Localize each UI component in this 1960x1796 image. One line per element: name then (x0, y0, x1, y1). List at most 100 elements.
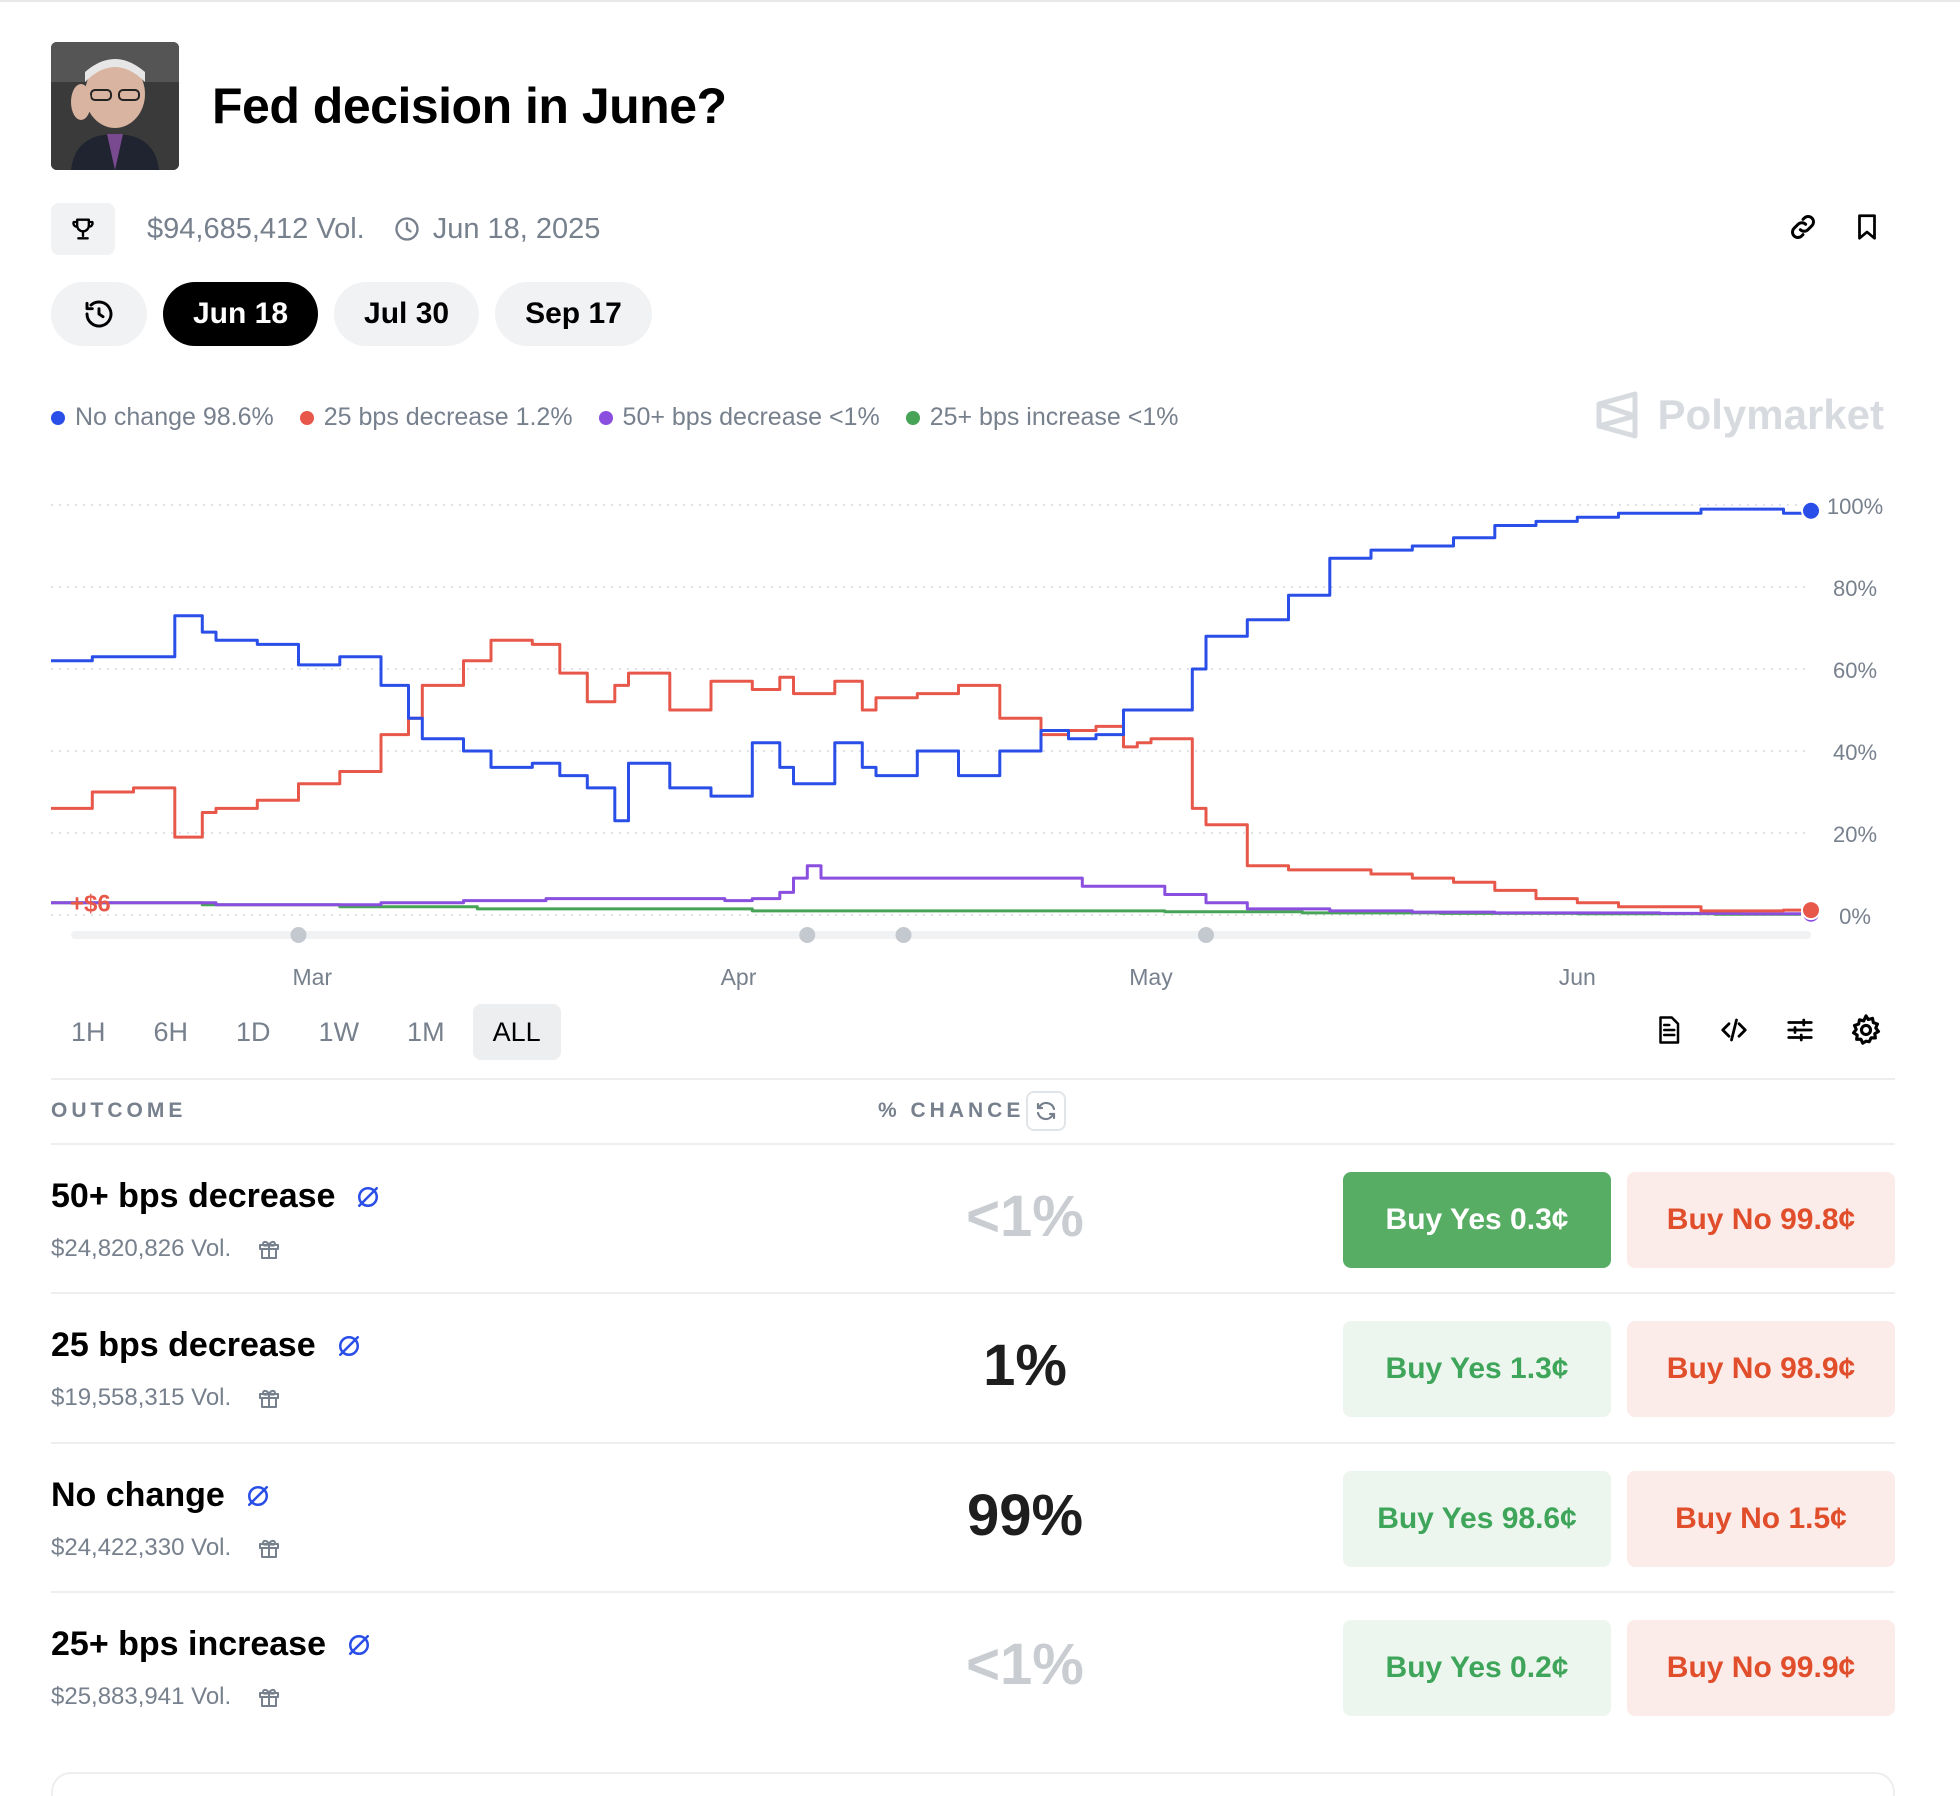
legend-label: 50+ bps decrease <1% (622, 403, 880, 431)
rewards-link-icon[interactable] (344, 1630, 374, 1660)
gift-icon[interactable] (257, 1685, 281, 1709)
buy-no-button[interactable]: Buy No 99.8¢ (1627, 1172, 1895, 1268)
outcome-name-text: No change (51, 1476, 225, 1514)
range-6h[interactable]: 6H (153, 1016, 189, 1047)
buy-yes-button[interactable]: Buy Yes 98.6¢ (1343, 1471, 1611, 1567)
outcome-name-text: 50+ bps decrease (51, 1177, 336, 1215)
chance-column-header: % CHANCE (878, 1099, 1025, 1122)
range-1h[interactable]: 1H (71, 1016, 106, 1047)
timeline-track (71, 931, 1811, 939)
time-range-tabs: 1H 6H 1D 1W 1M ALL (51, 1004, 561, 1060)
series-line (51, 864, 1811, 916)
outcome-row[interactable]: 50+ bps decrease $24,820,826 Vol. <1% Bu… (51, 1145, 1895, 1294)
outcome-column-header: OUTCOME (51, 1099, 187, 1122)
link-icon[interactable] (1786, 210, 1820, 244)
legend-label: No change 98.6% (75, 403, 274, 431)
outcome-row[interactable]: No change $24,422,330 Vol. 99% Buy Yes 9… (51, 1444, 1895, 1593)
chart-legend: No change 98.6% 25 bps decrease 1.2% 50+… (51, 403, 1178, 432)
refresh-button[interactable] (1026, 1091, 1066, 1131)
outcome-volume-text: $24,820,826 Vol. (51, 1235, 232, 1262)
rewards-link-icon[interactable] (353, 1182, 383, 1212)
event-marker (895, 927, 912, 943)
buy-yes-button[interactable]: Buy Yes 0.3¢ (1343, 1172, 1611, 1268)
outcome-chance: 1% (983, 1333, 1067, 1398)
x-tick-label: Mar (292, 964, 332, 990)
event-marker (290, 927, 307, 943)
range-1d[interactable]: 1D (236, 1016, 271, 1047)
series-end-point (1801, 900, 1821, 921)
gift-icon[interactable] (257, 1237, 281, 1261)
outcome-name: 50+ bps decrease (51, 1177, 383, 1216)
tab-sep-17[interactable]: Sep 17 (495, 282, 652, 346)
rewards-link-icon[interactable] (334, 1331, 364, 1361)
y-tick-label: 100% (1827, 494, 1883, 519)
outcome-volume: $19,558,315 Vol. (51, 1384, 281, 1412)
legend-item: No change 98.6% (51, 403, 274, 432)
settings-gear-icon[interactable] (1848, 1012, 1884, 1048)
event-marker (1198, 927, 1214, 943)
outcome-row[interactable]: 25 bps decrease $19,558,315 Vol. 1% Buy … (51, 1294, 1895, 1443)
bookmark-icon[interactable] (1850, 210, 1884, 244)
series-line (51, 638, 1811, 913)
document-icon[interactable] (1650, 1012, 1686, 1048)
range-1m[interactable]: 1M (407, 1016, 445, 1047)
history-tab[interactable] (51, 282, 147, 346)
buy-no-button[interactable]: Buy No 1.5¢ (1627, 1471, 1895, 1567)
outcome-volume: $24,820,826 Vol. (51, 1235, 281, 1263)
gift-icon[interactable] (257, 1536, 281, 1560)
trophy-icon[interactable] (51, 203, 115, 255)
buy-no-button[interactable]: Buy No 99.9¢ (1627, 1620, 1895, 1716)
date-tabs: Jun 18 Jul 30 Sep 17 (51, 282, 652, 346)
outcome-chance: <1% (966, 1184, 1084, 1249)
market-header: Fed decision in June? (51, 42, 727, 170)
refresh-icon (1036, 1101, 1056, 1121)
outcome-name-text: 25+ bps increase (51, 1625, 327, 1663)
outcome-name: 25+ bps increase (51, 1625, 374, 1664)
legend-label: 25+ bps increase <1% (929, 403, 1179, 431)
market-end-date: Jun 18, 2025 (432, 212, 601, 245)
probability-chart[interactable]: 100% 80% 60% 40% 20% 0% Mar Apr May Jun +$6 (0, 480, 1960, 990)
outcome-volume: $25,883,941 Vol. (51, 1683, 281, 1711)
buy-yes-button[interactable]: Buy Yes 0.2¢ (1343, 1620, 1611, 1716)
watermark-text: Polymarket (1657, 391, 1884, 438)
chart-tools (1650, 1012, 1884, 1048)
outcome-chance: 99% (966, 1483, 1084, 1548)
divider (51, 1143, 1895, 1145)
y-tick-label: 40% (1833, 740, 1877, 765)
top-border (0, 0, 1960, 2)
outcome-chance: <1% (966, 1632, 1084, 1697)
outcome-row[interactable]: 25+ bps increase $25,883,941 Vol. <1% Bu… (51, 1593, 1895, 1742)
outcome-volume-text: $19,558,315 Vol. (51, 1384, 232, 1411)
divider (51, 1292, 1895, 1294)
clock-icon (393, 215, 421, 243)
divider (51, 1591, 1895, 1593)
buy-yes-button[interactable]: Buy Yes 1.3¢ (1343, 1321, 1611, 1417)
buy-no-button[interactable]: Buy No 98.9¢ (1627, 1321, 1895, 1417)
market-meta: $94,685,412 Vol. Jun 18, 2025 (51, 203, 600, 255)
legend-dot (299, 410, 314, 425)
outcome-name: No change (51, 1476, 273, 1515)
sliders-icon[interactable] (1782, 1012, 1818, 1048)
history-icon (85, 300, 113, 328)
gift-icon[interactable] (257, 1386, 281, 1410)
range-1w[interactable]: 1W (318, 1016, 360, 1047)
x-tick-label: Jun (1559, 964, 1596, 990)
embed-code-icon[interactable] (1716, 1012, 1752, 1048)
y-tick-label: 0% (1839, 904, 1871, 929)
polymarket-watermark: Polymarket (1594, 390, 1884, 440)
x-tick-label: May (1129, 964, 1173, 990)
rewards-link-icon[interactable] (243, 1481, 273, 1511)
range-all[interactable]: ALL (472, 1004, 561, 1060)
chart-annotation: +$6 (70, 891, 111, 918)
outcome-volume: $24,422,330 Vol. (51, 1534, 281, 1562)
legend-dot (598, 410, 613, 425)
legend-dot (905, 410, 920, 425)
divider (51, 1078, 1895, 1080)
y-tick-label: 60% (1833, 658, 1877, 683)
tab-jul-30[interactable]: Jul 30 (334, 282, 480, 346)
outcome-name: 25 bps decrease (51, 1326, 364, 1365)
y-tick-label: 20% (1833, 822, 1877, 847)
outcome-volume-text: $25,883,941 Vol. (51, 1683, 232, 1710)
tab-jun-18[interactable]: Jun 18 (163, 282, 319, 346)
x-tick-label: Apr (721, 964, 757, 990)
